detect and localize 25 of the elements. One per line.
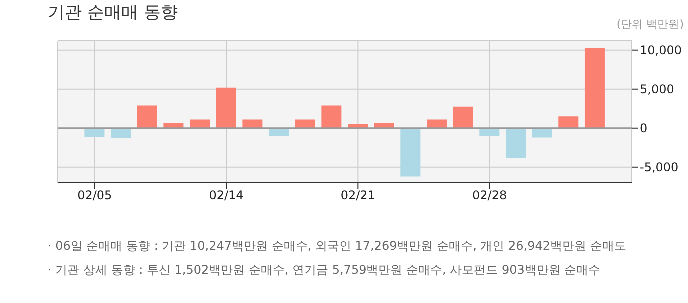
bar [400,128,421,177]
text: · 06일 순매매 동향 : 기관 10,247백만원 순매수, 외국인 17,269백만원 순매수, 개인 26,942백만원 순매도 [48,238,626,255]
bar [558,116,579,128]
x-tick-label: 02/28 [472,188,508,203]
bar [269,128,290,136]
y-tick-label: -5,000 [640,160,679,175]
y-axis-title: (단위 백만원) [616,17,684,32]
bar [216,88,236,128]
bar [480,128,500,136]
x-tick-label: 02/21 [340,188,376,203]
x-tick-label: 02/05 [78,188,112,203]
bar [584,48,605,128]
text: · 기관 상세 동향 : 투신 1,502백만원 순매수, 연기금 5,759백만원 순매수, 사모펀드 903백만원 순매수 [48,262,602,279]
bar [532,128,552,138]
bar [322,106,342,128]
bar [111,128,132,139]
bar [84,128,105,137]
bar [137,106,158,128]
y-tick-label: 5,000 [640,82,674,97]
bar [506,128,526,158]
y-tick-label: 0 [640,122,648,136]
y-tick-label: 10,000 [640,44,682,58]
x-tick-label: 02/14 [209,188,244,203]
bar [453,106,474,128]
chart-title: 기관 순매매 동향 [48,2,178,24]
